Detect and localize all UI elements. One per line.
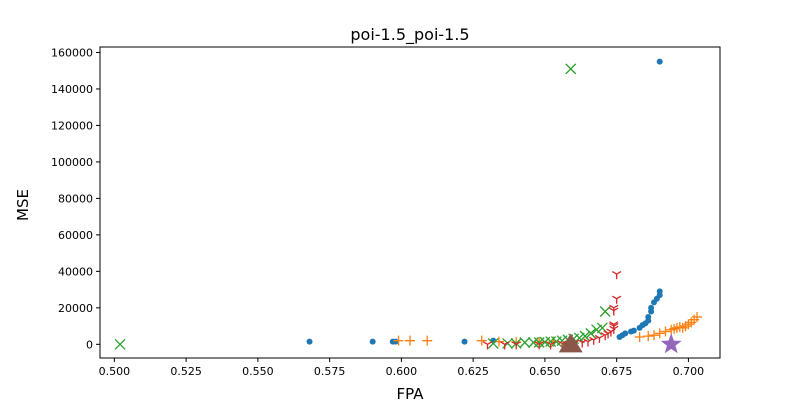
y-tick-label: 120000 <box>51 119 93 132</box>
y-tick-label: 100000 <box>51 156 93 169</box>
x-tick-label: 0.700 <box>673 365 705 378</box>
data-point <box>511 341 521 350</box>
data-point <box>622 330 629 337</box>
series-5-star <box>660 333 682 354</box>
data-point <box>583 338 593 347</box>
data-point <box>519 337 531 348</box>
y-tick-label: 160000 <box>51 46 93 59</box>
data-point <box>545 341 556 350</box>
data-point <box>527 337 539 348</box>
series-4-triangle <box>558 333 583 353</box>
y-tick-label: 60000 <box>58 229 93 242</box>
data-point <box>565 63 577 75</box>
data-point <box>660 326 671 337</box>
data-point <box>500 341 510 350</box>
chart-title: poi-1.5_poi-1.5 <box>350 25 469 45</box>
y-tick-label: 40000 <box>58 265 93 278</box>
data-point <box>596 322 608 334</box>
data-point <box>656 58 663 65</box>
data-point <box>654 328 665 339</box>
x-tick-label: 0.575 <box>314 365 346 378</box>
plot-border <box>99 46 721 359</box>
data-point <box>634 332 645 343</box>
x-tick-label: 0.550 <box>242 365 274 378</box>
series-2-x <box>114 63 611 350</box>
data-point <box>579 330 591 342</box>
data-point <box>422 335 433 346</box>
data-point <box>510 337 522 349</box>
data-point <box>630 327 637 334</box>
series-0-circle <box>306 58 663 345</box>
y-tick-label: 0 <box>86 338 93 351</box>
axes-frame <box>99 46 721 359</box>
data-point <box>648 330 659 341</box>
data-point <box>589 336 599 345</box>
x-tick-label: 0.650 <box>529 365 561 378</box>
data-point <box>306 338 313 345</box>
data-point <box>645 313 652 320</box>
data-point <box>392 338 399 345</box>
data-point <box>660 333 682 354</box>
data-point <box>545 336 557 348</box>
series-1-plus <box>393 311 703 348</box>
data-point <box>611 295 622 304</box>
data-point <box>643 331 654 342</box>
data-point <box>369 338 376 345</box>
data-point <box>656 288 663 295</box>
data-marks <box>114 58 703 354</box>
y-tick-label: 20000 <box>58 302 93 315</box>
data-point <box>609 321 619 330</box>
data-point <box>482 341 493 350</box>
data-point <box>599 306 611 317</box>
data-point <box>609 304 619 313</box>
data-point <box>606 328 616 337</box>
y-tick-label: 80000 <box>58 192 93 205</box>
data-point <box>648 304 655 311</box>
data-point <box>393 335 404 346</box>
axis-ticks: 0.500 0.525 0.550 0.575 0.600 0.625 0.650 0.675… <box>51 46 704 378</box>
data-point <box>558 333 583 353</box>
data-point <box>611 271 622 280</box>
data-point <box>487 337 499 349</box>
x-axis-title: FPA <box>397 385 425 400</box>
data-point <box>594 334 605 343</box>
data-point <box>692 311 703 322</box>
data-point <box>476 335 487 346</box>
y-axis-title: MSE <box>14 189 32 221</box>
data-point <box>585 327 597 339</box>
x-tick-label: 0.600 <box>386 365 418 378</box>
data-point <box>461 338 468 345</box>
x-tick-label: 0.625 <box>457 365 489 378</box>
x-tick-label: 0.500 <box>99 365 131 378</box>
data-point <box>534 341 544 350</box>
x-tick-label: 0.675 <box>601 365 633 378</box>
x-tick-label: 0.525 <box>170 365 202 378</box>
data-point <box>114 338 126 350</box>
data-point <box>405 335 415 346</box>
y-tick-label: 140000 <box>51 83 93 96</box>
